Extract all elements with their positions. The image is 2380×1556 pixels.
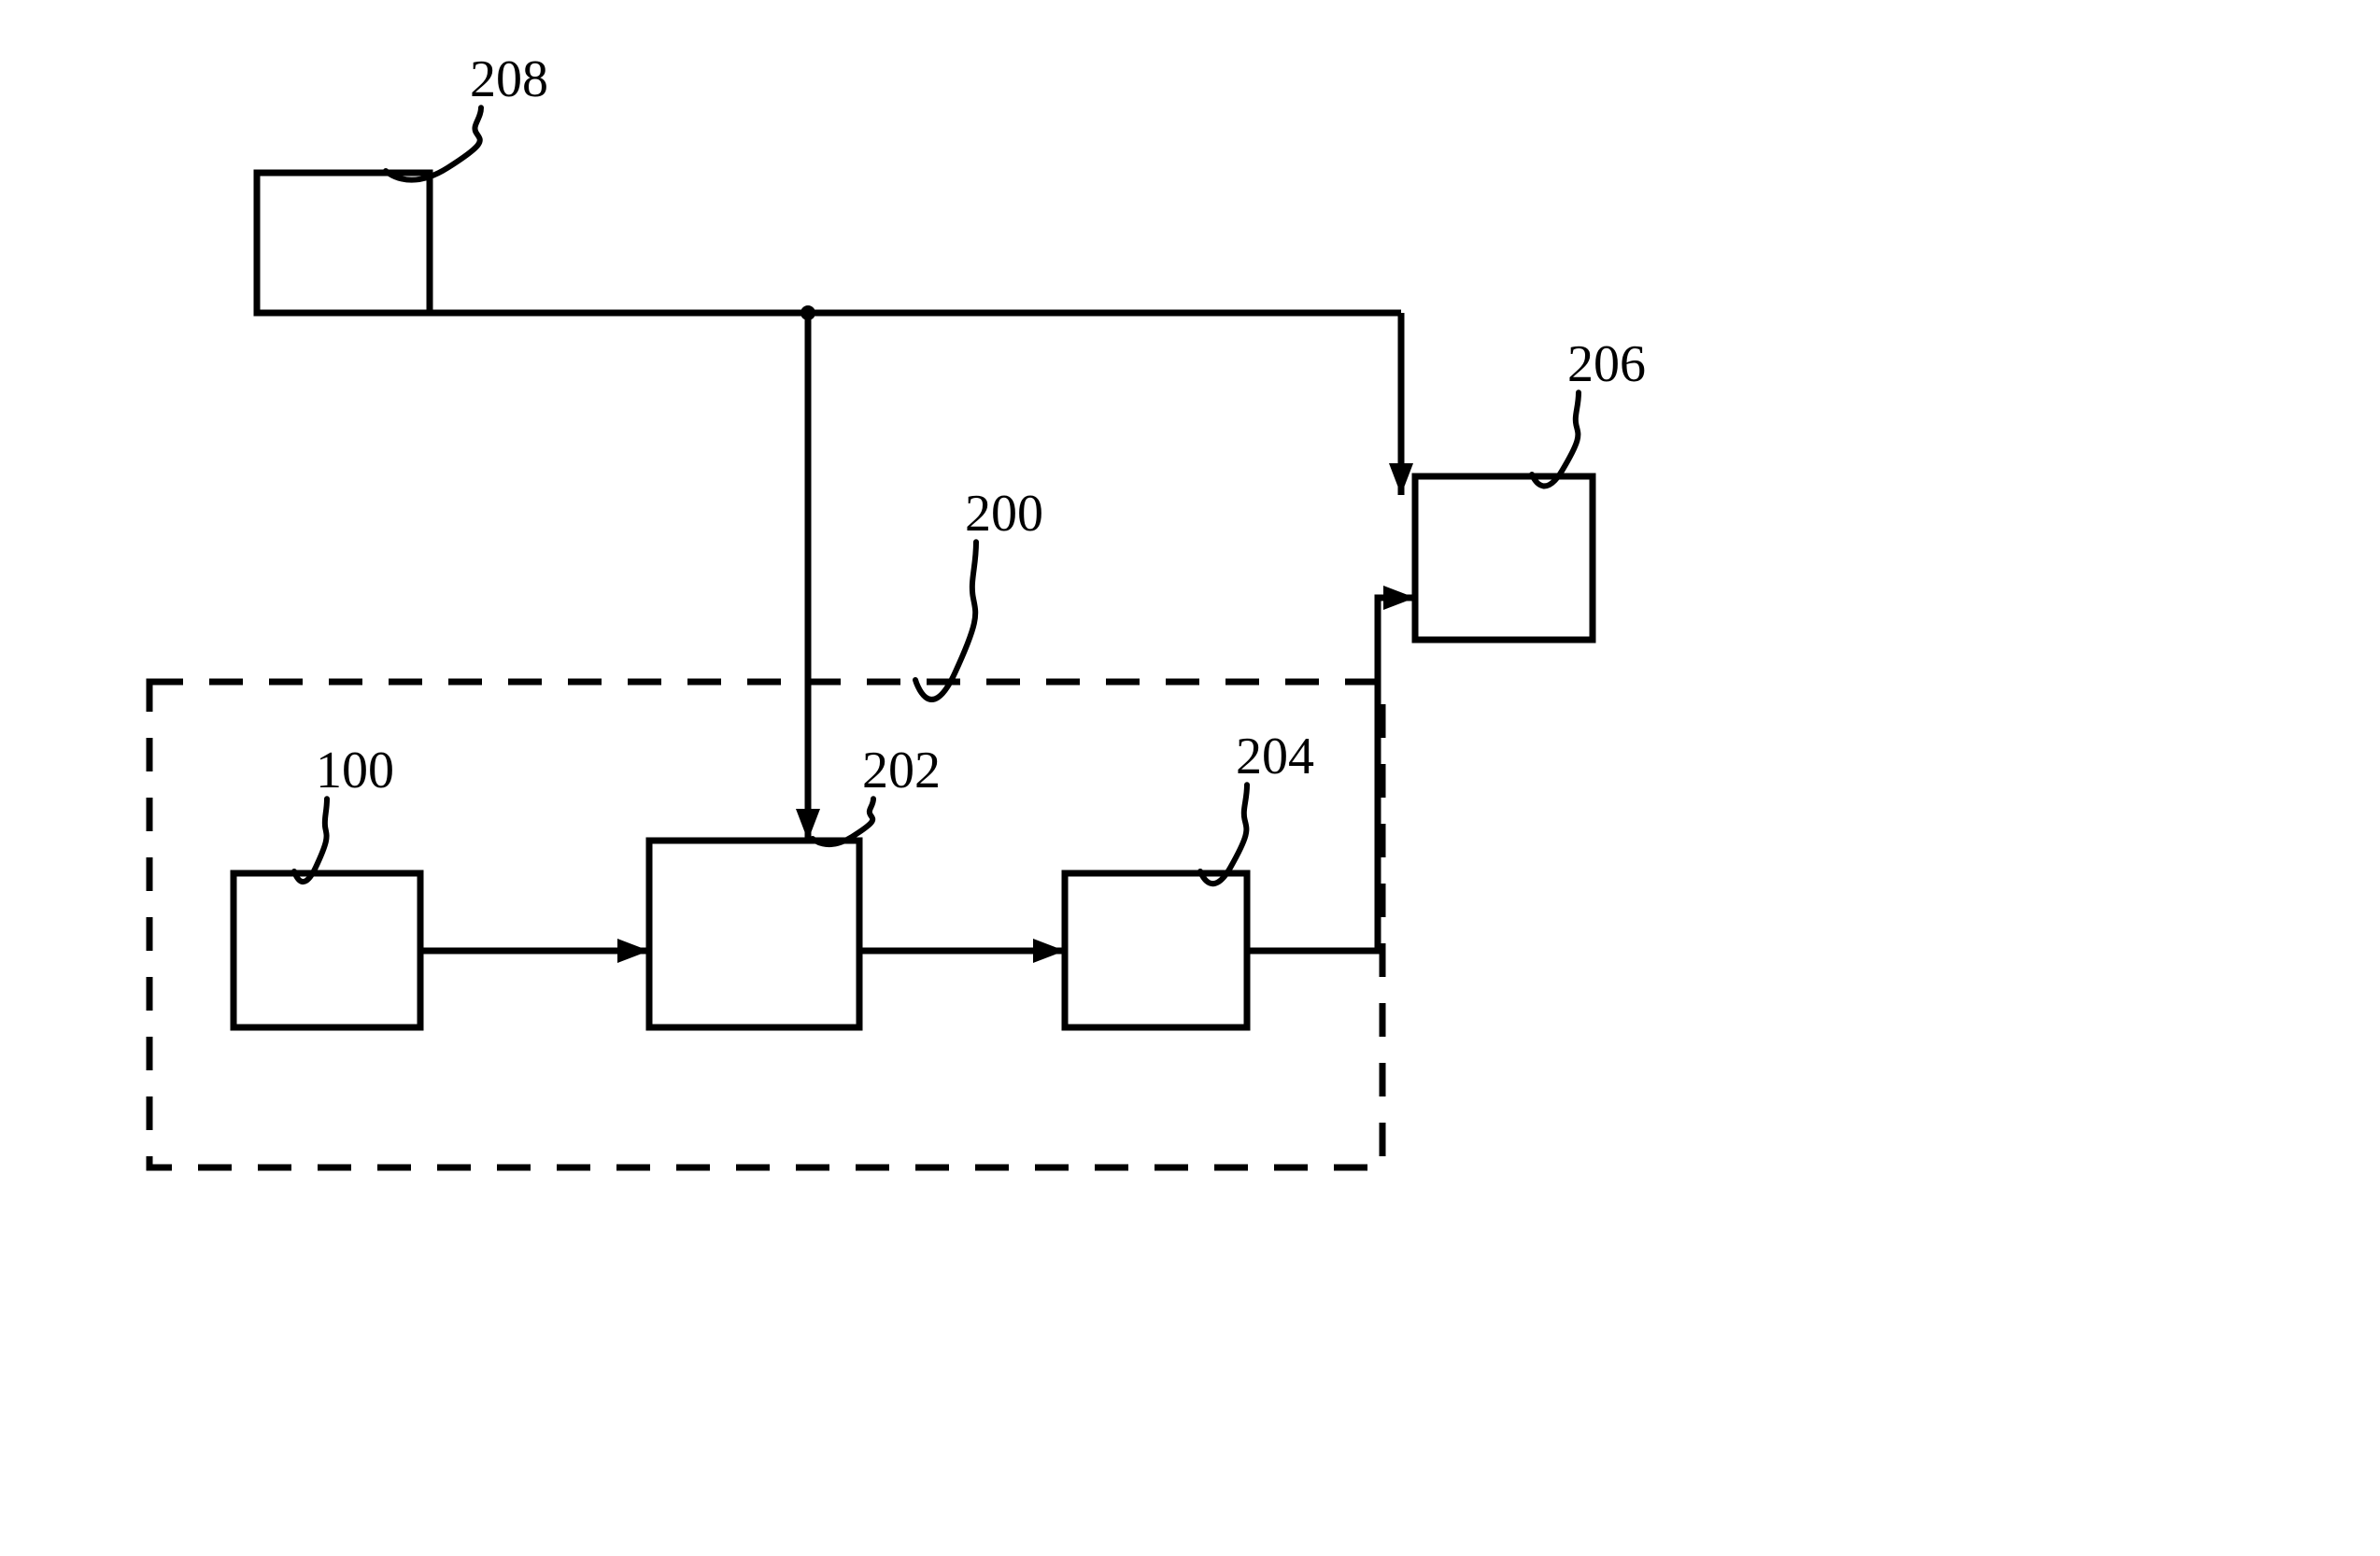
box-206 <box>1415 476 1593 640</box>
box-100 <box>234 873 420 1027</box>
svg-text:206: 206 <box>1567 335 1646 393</box>
svg-text:208: 208 <box>470 50 548 108</box>
block-diagram: 208 206 200 100 202 204 <box>0 0 2380 1556</box>
box-202 <box>649 841 859 1027</box>
svg-text:100: 100 <box>316 742 394 799</box>
svg-text:202: 202 <box>862 742 941 799</box>
box-208 <box>257 173 430 313</box>
svg-text:204: 204 <box>1236 728 1314 785</box>
box-204 <box>1065 873 1247 1027</box>
svg-text:200: 200 <box>965 485 1043 543</box>
